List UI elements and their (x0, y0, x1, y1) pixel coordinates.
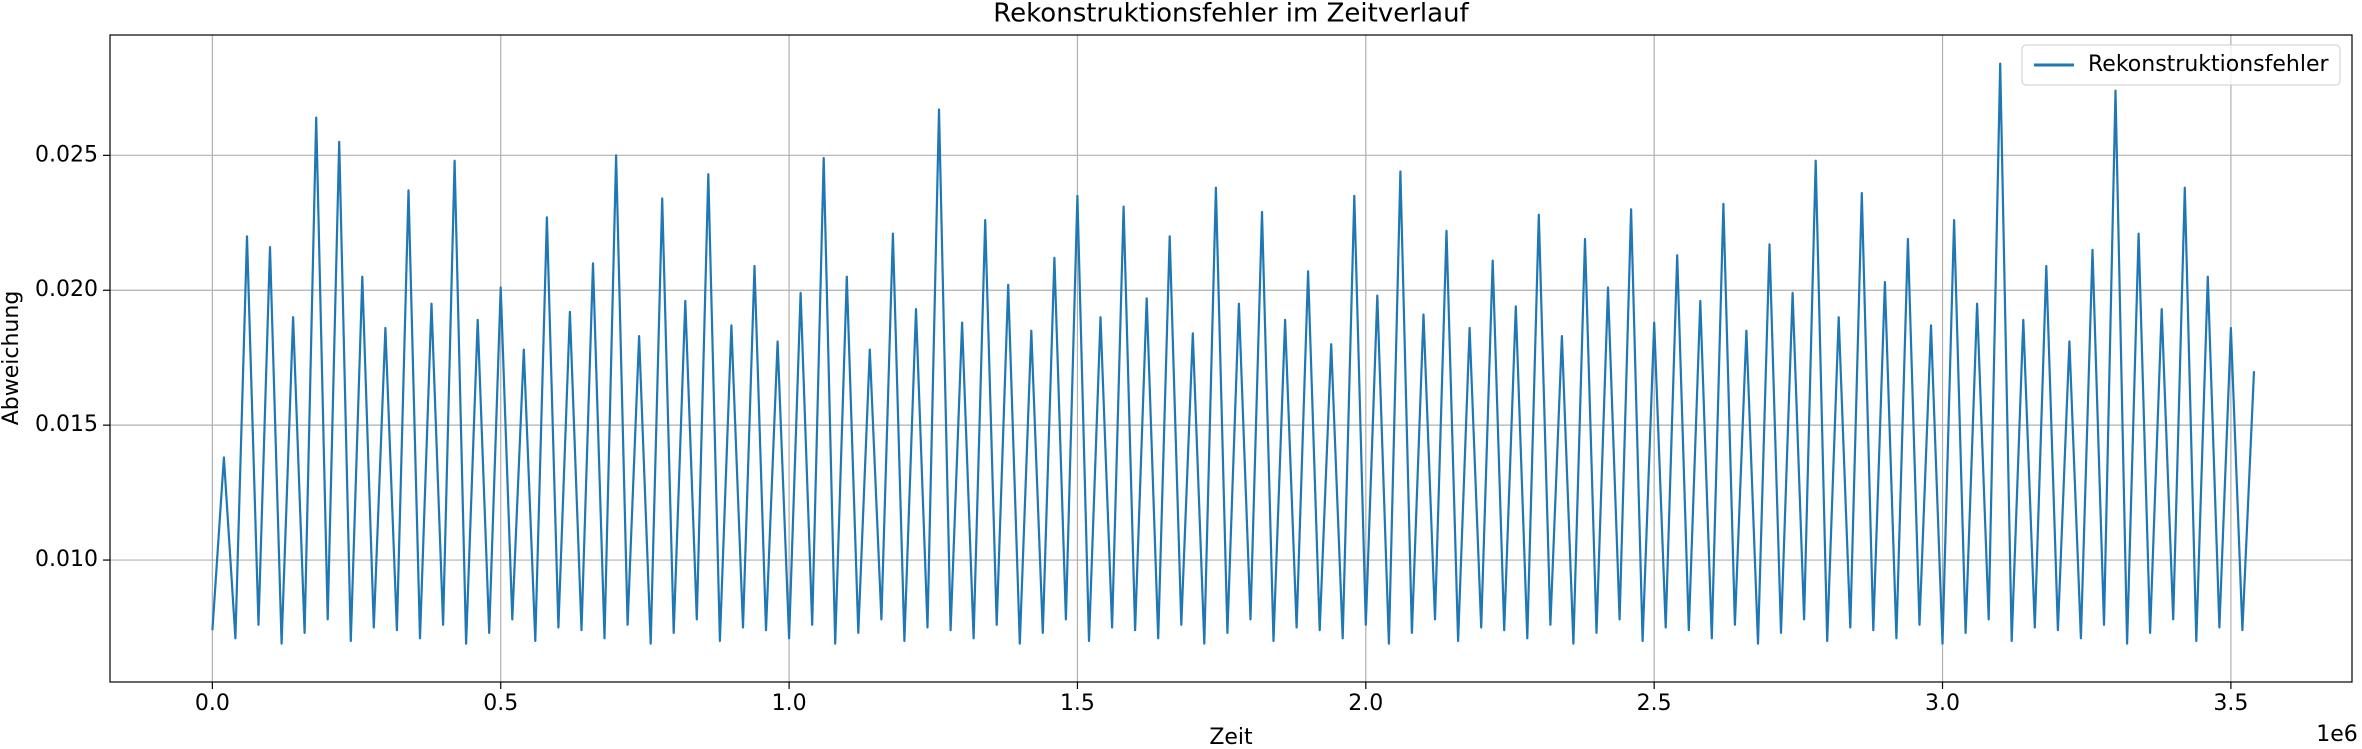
y-tick-label: 0.015 (35, 412, 98, 437)
y-tick-label: 0.020 (35, 277, 98, 302)
data-line (211, 62, 2256, 645)
x-tick-label: 3.0 (1925, 691, 1960, 716)
legend-box (2021, 44, 2341, 86)
chart-title: Rekonstruktionsfehler im Zeitverlauf (993, 0, 1469, 29)
x-tick-label: 1.5 (1060, 691, 1095, 716)
x-tick-label: 0.5 (483, 691, 518, 716)
x-tick-label: 2.0 (1348, 691, 1383, 716)
y-tick-label: 0.010 (35, 547, 98, 572)
y-tick-label: 0.025 (35, 142, 98, 167)
y-axis-label: Abweichung (0, 291, 24, 426)
x-tick-label: 1.0 (772, 691, 807, 716)
x-tick-label: 2.5 (1637, 691, 1672, 716)
x-offset-label: 1e6 (2316, 722, 2358, 747)
x-tick-label: 3.5 (2213, 691, 2248, 716)
x-tick-label: 0.0 (195, 691, 230, 716)
plot-frame (109, 34, 2353, 683)
x-axis-label: Zeit (1209, 725, 1253, 749)
legend-label: Rekonstruktionsfehler (2088, 52, 2329, 77)
